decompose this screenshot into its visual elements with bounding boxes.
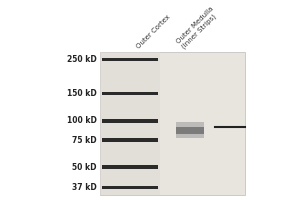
Bar — [100, 52, 160, 195]
Text: 150 kD: 150 kD — [67, 89, 97, 98]
Bar — [102, 119, 158, 123]
Bar — [102, 165, 158, 169]
Bar — [176, 127, 204, 134]
Bar — [176, 122, 204, 138]
Bar — [102, 186, 158, 189]
Text: Outer Cortex: Outer Cortex — [136, 14, 172, 50]
Bar — [102, 138, 158, 142]
Bar — [102, 92, 158, 95]
Text: 75 kD: 75 kD — [72, 136, 97, 145]
Bar — [102, 58, 158, 61]
Text: 250 kD: 250 kD — [67, 55, 97, 64]
Text: 50 kD: 50 kD — [73, 163, 97, 172]
Text: Outer Medulla
(Inner Strips): Outer Medulla (Inner Strips) — [176, 6, 220, 50]
Bar — [100, 52, 245, 195]
Text: 37 kD: 37 kD — [72, 183, 97, 192]
Text: 100 kD: 100 kD — [67, 116, 97, 125]
